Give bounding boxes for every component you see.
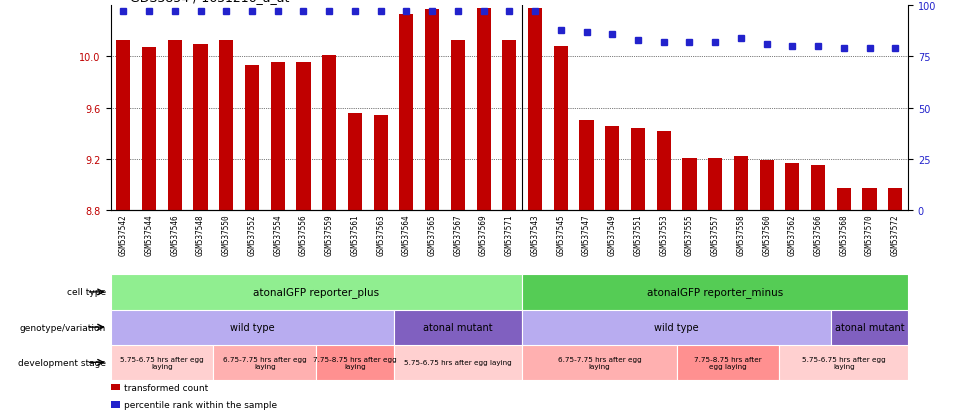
- Bar: [579, 121, 594, 211]
- Bar: [522, 275, 908, 310]
- Bar: [168, 41, 182, 211]
- Bar: [631, 129, 645, 211]
- Bar: [394, 345, 522, 380]
- Text: 6.75-7.75 hrs after egg
laying: 6.75-7.75 hrs after egg laying: [223, 356, 307, 369]
- Text: GSM537547: GSM537547: [582, 214, 591, 255]
- Bar: [522, 345, 677, 380]
- Text: GSM537568: GSM537568: [839, 214, 849, 255]
- Bar: [888, 189, 902, 211]
- Bar: [374, 116, 387, 211]
- Bar: [785, 164, 800, 211]
- Text: GSM537564: GSM537564: [402, 214, 411, 255]
- Text: GSM537554: GSM537554: [273, 214, 283, 255]
- Bar: [271, 62, 284, 211]
- Bar: [296, 62, 310, 211]
- Bar: [111, 345, 213, 380]
- Text: cell type: cell type: [66, 288, 106, 297]
- Text: development stage: development stage: [17, 358, 106, 367]
- Bar: [554, 47, 568, 211]
- Text: GSM537542: GSM537542: [119, 214, 128, 255]
- Text: GSM537545: GSM537545: [556, 214, 565, 255]
- Text: GSM537559: GSM537559: [325, 214, 333, 255]
- Bar: [811, 166, 825, 211]
- Bar: [503, 41, 516, 211]
- Text: GSM537569: GSM537569: [480, 214, 488, 255]
- Text: GSM537558: GSM537558: [736, 214, 746, 255]
- Text: 5.75-6.75 hrs after egg
laying: 5.75-6.75 hrs after egg laying: [801, 356, 886, 369]
- Bar: [734, 157, 748, 211]
- Bar: [522, 310, 831, 345]
- Text: GSM537553: GSM537553: [659, 214, 668, 255]
- Text: GSM537546: GSM537546: [170, 214, 180, 255]
- Bar: [245, 66, 259, 211]
- Text: GSM537544: GSM537544: [144, 214, 154, 255]
- Text: atonalGFP reporter_plus: atonalGFP reporter_plus: [254, 287, 380, 298]
- Text: GSM537552: GSM537552: [248, 214, 257, 255]
- Text: transformed count: transformed count: [124, 383, 209, 392]
- Text: GSM537550: GSM537550: [222, 214, 231, 255]
- Text: 7.75-8.75 hrs after egg
laying: 7.75-8.75 hrs after egg laying: [313, 356, 397, 369]
- Text: GSM537563: GSM537563: [376, 214, 385, 255]
- Bar: [605, 126, 619, 211]
- Bar: [682, 158, 697, 211]
- Bar: [111, 401, 120, 408]
- Bar: [316, 345, 394, 380]
- Bar: [425, 10, 439, 211]
- Bar: [708, 158, 723, 211]
- Bar: [394, 310, 522, 345]
- Bar: [348, 114, 362, 211]
- Bar: [193, 45, 208, 211]
- Bar: [477, 9, 491, 211]
- Text: GSM537548: GSM537548: [196, 214, 205, 255]
- Text: wild type: wild type: [230, 322, 274, 332]
- Text: GSM537562: GSM537562: [788, 214, 797, 255]
- Text: GSM537566: GSM537566: [814, 214, 823, 255]
- Text: GSM537551: GSM537551: [633, 214, 643, 255]
- Text: GSM537555: GSM537555: [685, 214, 694, 255]
- Text: GSM537561: GSM537561: [351, 214, 359, 255]
- Text: 5.75-6.75 hrs after egg laying: 5.75-6.75 hrs after egg laying: [404, 359, 512, 366]
- Bar: [111, 384, 120, 391]
- Text: 5.75-6.75 hrs after egg
laying: 5.75-6.75 hrs after egg laying: [120, 356, 204, 369]
- Bar: [528, 9, 542, 211]
- Bar: [213, 345, 316, 380]
- Bar: [862, 189, 876, 211]
- Text: atonalGFP reporter_minus: atonalGFP reporter_minus: [647, 287, 783, 298]
- Bar: [831, 310, 908, 345]
- Bar: [111, 310, 394, 345]
- Bar: [400, 15, 413, 211]
- Text: GSM537567: GSM537567: [454, 214, 462, 255]
- Bar: [837, 189, 850, 211]
- Text: GSM537565: GSM537565: [428, 214, 436, 255]
- Bar: [116, 41, 131, 211]
- Text: percentile rank within the sample: percentile rank within the sample: [124, 400, 277, 409]
- Bar: [779, 345, 908, 380]
- Text: 6.75-7.75 hrs after egg
laying: 6.75-7.75 hrs after egg laying: [557, 356, 641, 369]
- Text: GSM537571: GSM537571: [505, 214, 514, 255]
- Text: GSM537572: GSM537572: [891, 214, 899, 255]
- Bar: [677, 345, 779, 380]
- Bar: [219, 41, 234, 211]
- Text: atonal mutant: atonal mutant: [835, 322, 904, 332]
- Text: GSM537549: GSM537549: [607, 214, 617, 255]
- Bar: [656, 131, 671, 211]
- Bar: [322, 56, 336, 211]
- Text: GSM537543: GSM537543: [530, 214, 539, 255]
- Text: GSM537560: GSM537560: [762, 214, 771, 255]
- Bar: [759, 161, 774, 211]
- Text: GSM537570: GSM537570: [865, 214, 875, 255]
- Text: 7.75-8.75 hrs after
egg laying: 7.75-8.75 hrs after egg laying: [694, 356, 762, 369]
- Bar: [451, 41, 465, 211]
- Text: atonal mutant: atonal mutant: [423, 322, 493, 332]
- Text: GSM537556: GSM537556: [299, 214, 308, 255]
- Text: GDS3854 / 1631216_a_at: GDS3854 / 1631216_a_at: [130, 0, 289, 4]
- Text: wild type: wild type: [654, 322, 699, 332]
- Bar: [111, 275, 522, 310]
- Text: genotype/variation: genotype/variation: [19, 323, 106, 332]
- Bar: [142, 48, 157, 211]
- Text: GSM537557: GSM537557: [711, 214, 720, 255]
